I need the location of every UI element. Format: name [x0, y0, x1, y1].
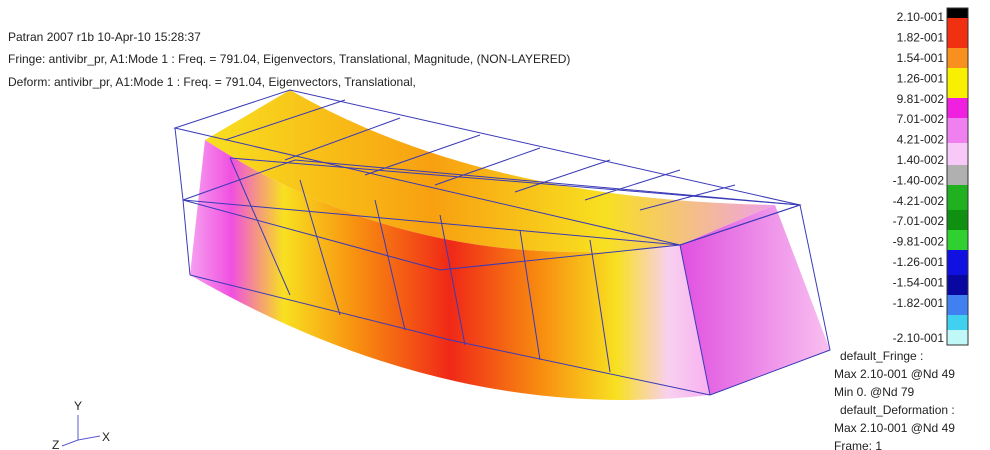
info-line: Frame: 1 [834, 439, 882, 450]
legend-label: -1.26-001 [893, 255, 945, 269]
legend-label: -2.10-001 [893, 331, 945, 345]
viewport: Y X Z Patran 2007 r1b 10-Apr-10 15:28:37… [0, 0, 990, 450]
legend-label: 7.01-002 [897, 112, 945, 126]
header-line: Patran 2007 r1b 10-Apr-10 15:28:37 [8, 30, 201, 44]
triad: Y X Z [52, 399, 110, 450]
model [175, 90, 830, 400]
legend-label: 1.26-001 [897, 71, 945, 85]
legend-label: 1.82-001 [897, 31, 945, 45]
legend-label: 2.10-001 [897, 10, 945, 24]
header-line: Fringe: antivibr_pr, A1:Mode 1 : Freq. =… [8, 52, 570, 66]
legend-label: 1.54-001 [897, 51, 945, 65]
header-line: Deform: antivibr_pr, A1:Mode 1 : Freq. =… [8, 75, 416, 89]
triad-x: X [102, 430, 110, 444]
info-line: default_Fringe : [840, 349, 923, 363]
legend-label: -1.82-001 [893, 296, 945, 310]
triad-y: Y [74, 399, 82, 413]
legend-label: 1.40-002 [897, 153, 945, 167]
info-line: Min 0. @Nd 79 [834, 385, 915, 399]
legend-label: 4.21-002 [897, 133, 945, 147]
legend-label: -7.01-002 [893, 214, 945, 228]
info-line: Max 2.10-001 @Nd 49 [834, 367, 955, 381]
triad-z: Z [52, 438, 59, 450]
legend-label: -1.40-002 [893, 173, 945, 187]
page: {"header": {"lines": ["Patran 2007 r1b 1… [0, 0, 990, 450]
legend-label: -9.81-002 [893, 235, 945, 249]
legend-label: -1.54-001 [893, 275, 945, 289]
color-legend [947, 8, 968, 345]
legend-label: 9.81-002 [897, 92, 945, 106]
legend-label: -4.21-002 [893, 194, 945, 208]
info-line: default_Deformation : [840, 403, 955, 417]
info-line: Max 2.10-001 @Nd 49 [834, 421, 955, 435]
